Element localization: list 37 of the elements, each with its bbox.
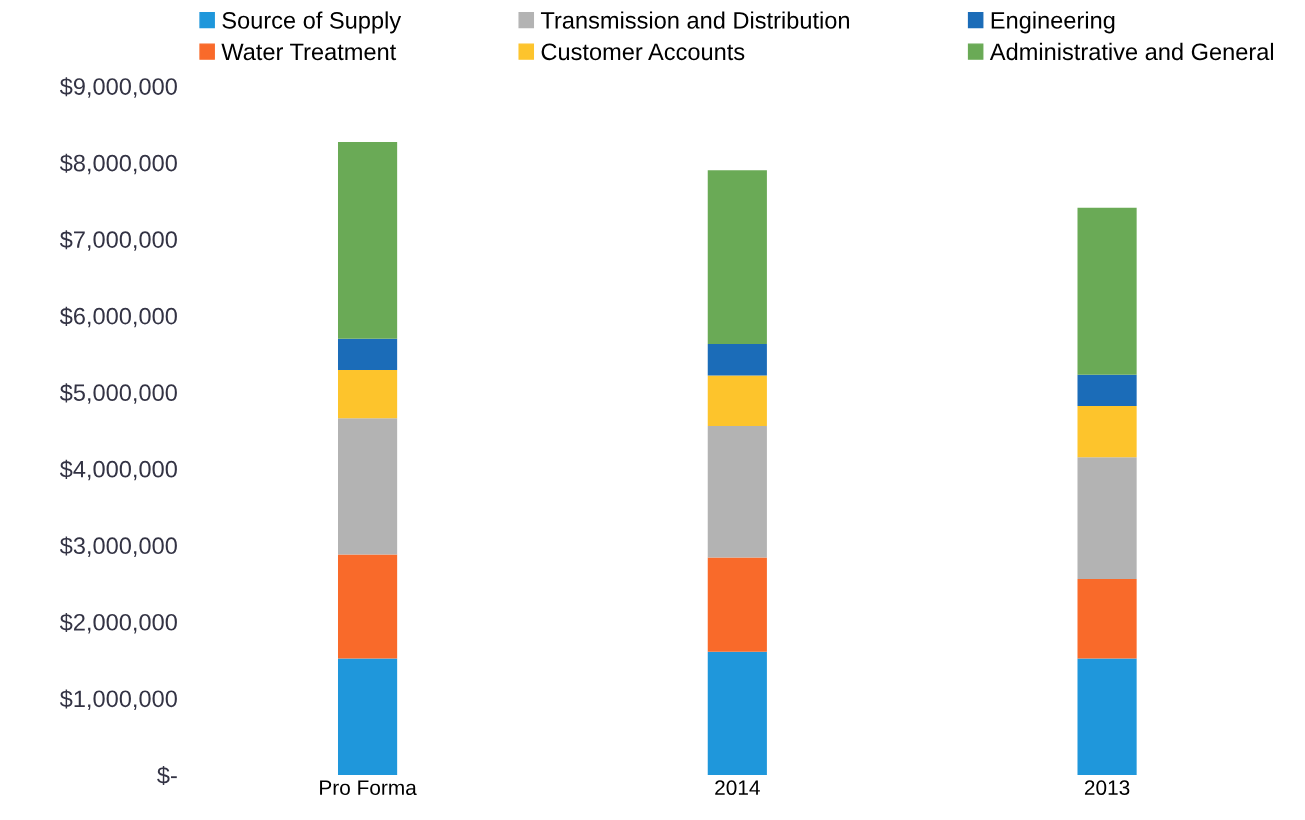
bar <box>1077 457 1137 579</box>
bar <box>338 658 398 775</box>
legend-label: Transmission and Distribution <box>540 11 849 29</box>
legend-label: Customer Accounts <box>541 43 745 61</box>
bar <box>1077 374 1137 407</box>
bar <box>338 418 398 555</box>
legend-label: Administrative and General <box>989 42 1274 61</box>
bar <box>707 375 767 426</box>
x-tick-label: 2014 <box>715 780 760 796</box>
legend-label: Engineering <box>991 11 1115 34</box>
bar <box>338 338 398 371</box>
y-tick-label: $3,000,000 <box>59 536 177 557</box>
bar <box>707 557 767 652</box>
y-tick-label: $7,000,000 <box>59 230 177 251</box>
bar <box>338 554 398 659</box>
bar <box>1077 578 1137 659</box>
bar <box>707 651 767 775</box>
y-tick-label: $- <box>157 765 177 786</box>
x-tick-label: 2013 <box>1084 780 1130 796</box>
y-tick-label: $2,000,000 <box>59 612 177 634</box>
bar <box>707 425 767 558</box>
bar <box>338 370 398 419</box>
bar <box>338 141 398 339</box>
legend-label: Water Treatment <box>221 43 397 61</box>
bar <box>1077 658 1137 775</box>
y-tick-label: $6,000,000 <box>59 306 177 328</box>
y-tick-label: $5,000,000 <box>59 383 177 404</box>
x-tick-label: Pro Forma <box>320 780 417 796</box>
bar <box>707 344 767 376</box>
y-tick-label: $9,000,000 <box>59 77 177 98</box>
bar <box>707 170 767 345</box>
y-tick-label: $8,000,000 <box>59 153 177 175</box>
y-tick-label: $4,000,000 <box>59 459 177 481</box>
legend-label: Source of Supply <box>222 11 402 34</box>
y-tick-label: $1,000,000 <box>59 689 177 710</box>
bar <box>1077 207 1137 375</box>
bar <box>1077 406 1137 458</box>
